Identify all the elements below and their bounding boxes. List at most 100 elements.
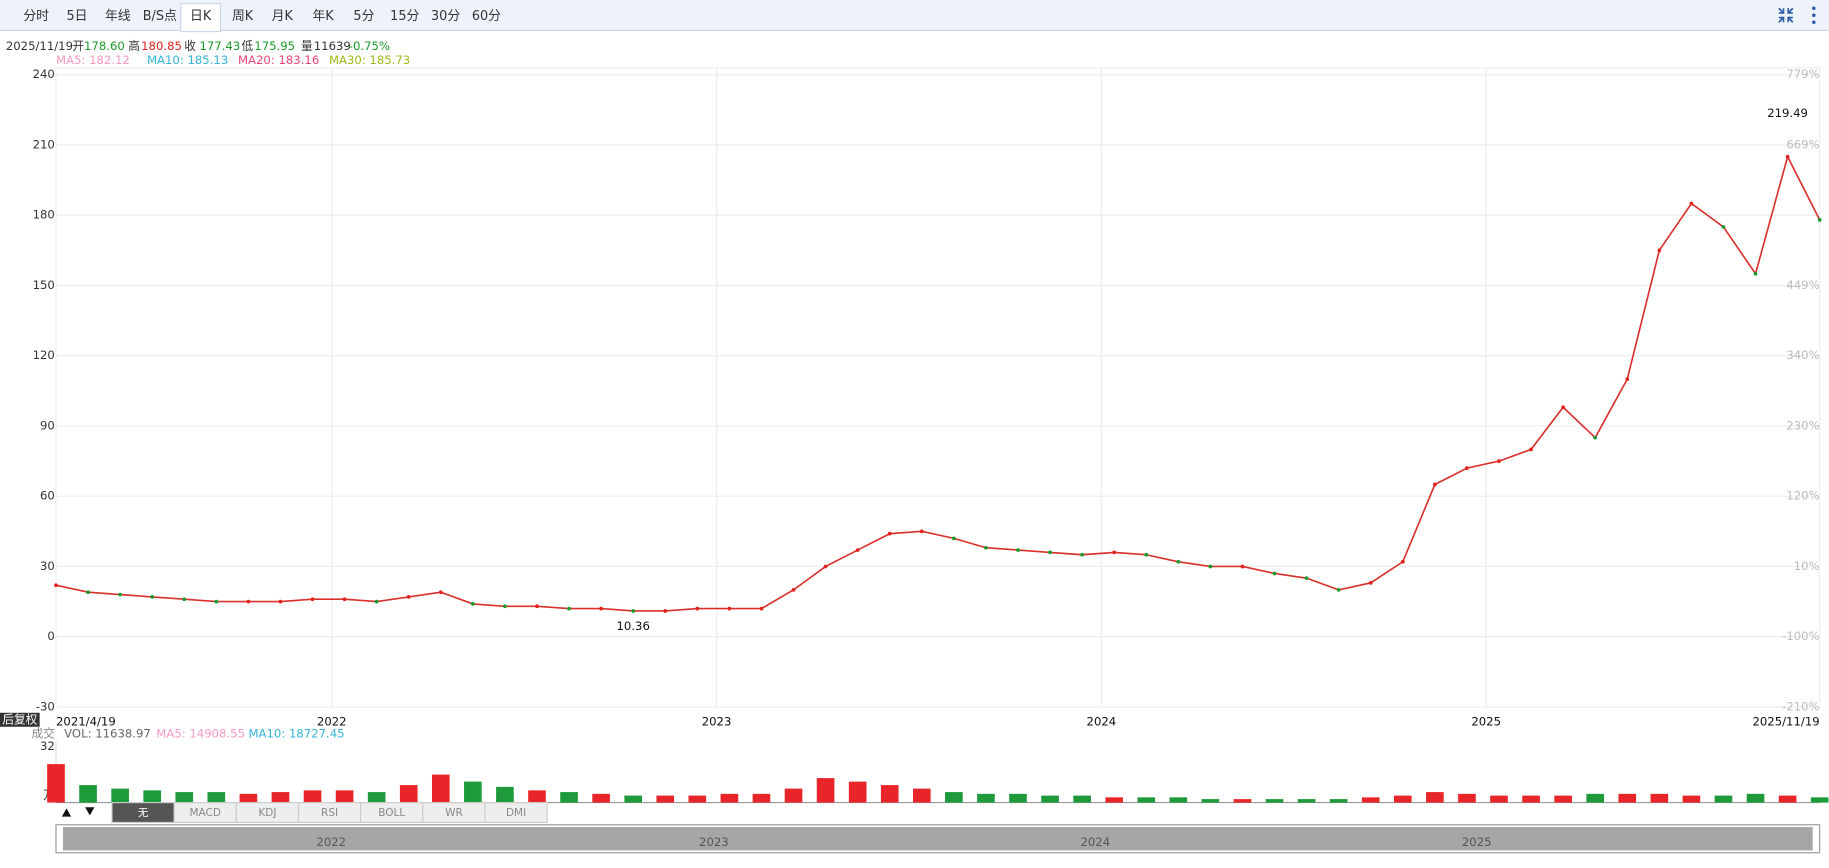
info-label: 量 <box>301 39 313 53</box>
price-point <box>695 606 700 611</box>
volume-text: VOL: 11638.97 <box>64 726 151 740</box>
price-point <box>1721 225 1726 229</box>
y-tick-label: 30 <box>40 559 55 573</box>
info-label: 收 <box>184 39 196 53</box>
indicator-label[interactable]: BOLL <box>378 807 405 819</box>
price-point <box>1304 576 1309 581</box>
price-point <box>599 606 603 611</box>
indicator-label[interactable]: DMI <box>506 807 526 819</box>
y-tick-label: 0 <box>47 629 54 643</box>
tab[interactable]: 分时 <box>23 9 49 24</box>
plot-frame <box>55 67 1821 708</box>
volume-bar <box>912 788 931 803</box>
tab[interactable]: 5日 <box>66 9 87 24</box>
ma-label: MA30: 185.73 <box>329 53 410 67</box>
tab[interactable]: 5分 <box>353 9 374 24</box>
indicator-label[interactable]: KDJ <box>258 807 276 819</box>
volume-bar <box>464 781 482 803</box>
volume-bar <box>1650 793 1669 803</box>
price-point <box>919 529 924 534</box>
price-point <box>631 609 636 613</box>
info-open: 178.60 <box>84 39 125 53</box>
volume-bar <box>207 792 226 803</box>
y-tick-label: 60 <box>40 489 55 503</box>
y2-tick-label: 230% <box>1786 418 1819 432</box>
y-tick-label: 240 <box>33 67 55 81</box>
volume-bar <box>560 792 578 803</box>
tab[interactable]: 60分 <box>472 9 501 24</box>
y2-tick-label: 779% <box>1786 67 1819 81</box>
indicator-label[interactable]: 无 <box>138 807 149 819</box>
indicator-label[interactable]: RSI <box>321 807 338 819</box>
volume-bar <box>47 764 65 803</box>
y-tick-label: 150 <box>33 278 55 292</box>
navigator-label: 2024 <box>1080 835 1110 849</box>
navigator-window[interactable] <box>62 827 1813 851</box>
tab[interactable]: 周K <box>232 9 254 24</box>
volume-bar <box>1522 795 1540 803</box>
adjust-label[interactable]: 后复权 <box>2 712 37 726</box>
volume-bar <box>592 793 610 803</box>
price-point <box>310 597 315 602</box>
volume-bar <box>1361 797 1380 803</box>
y2-tick-label: 120% <box>1786 489 1819 503</box>
y2-tick-label: 340% <box>1786 348 1819 362</box>
price-point <box>1497 459 1501 463</box>
volume-bar <box>143 790 162 803</box>
annotation: 10.36 <box>617 619 650 633</box>
annotation: 219.49 <box>1767 106 1808 120</box>
price-point <box>1817 218 1822 222</box>
tab-active[interactable] <box>180 2 222 33</box>
price-point <box>1689 201 1694 206</box>
price-point <box>1016 548 1020 552</box>
info-low: 175.95 <box>254 39 295 53</box>
price-point <box>567 606 571 611</box>
price-point <box>1208 564 1213 569</box>
indicator-label[interactable]: MACD <box>190 807 221 819</box>
price-point <box>1080 552 1084 557</box>
price-point <box>1176 559 1181 564</box>
volume-bar <box>1682 795 1701 803</box>
volume-bar <box>1169 797 1188 803</box>
price-point <box>855 548 860 552</box>
price-point <box>150 595 155 599</box>
volume-bar <box>880 785 899 803</box>
price-point <box>1465 466 1469 470</box>
volume-bar <box>111 788 129 803</box>
price-point <box>951 536 956 541</box>
tab[interactable]: 30分 <box>431 9 460 24</box>
y2-tick-label: 669% <box>1786 137 1819 151</box>
volume-bar <box>1810 797 1829 803</box>
volume-bar <box>945 792 963 803</box>
volume-arrows[interactable] <box>61 807 95 817</box>
indicator-tab[interactable] <box>484 802 548 824</box>
tab[interactable]: 月K <box>272 9 294 24</box>
price-point <box>1272 571 1277 576</box>
info-close: 177.43 <box>199 39 240 53</box>
price-point <box>342 597 347 602</box>
x-tick-label: 2025/11/19 <box>1752 715 1819 729</box>
tab[interactable]: 15分 <box>390 9 419 24</box>
price-point <box>887 531 892 536</box>
tab[interactable]: 年线 <box>105 9 131 24</box>
y2-tick-label: -210% <box>1782 699 1820 713</box>
volume-bar <box>271 792 290 803</box>
adjust-badge[interactable] <box>0 712 40 727</box>
volume-bar <box>752 793 771 803</box>
volume-bar <box>1073 795 1091 803</box>
price-point <box>86 590 90 595</box>
toolbar-icons[interactable] <box>1778 6 1816 24</box>
volume-bar <box>528 790 546 803</box>
price-point <box>1753 271 1758 276</box>
tab[interactable]: 年K <box>312 9 334 24</box>
price-point <box>823 564 828 569</box>
price-point <box>214 599 219 604</box>
volume-bar <box>688 795 707 803</box>
tab[interactable]: B/S点 <box>143 9 177 24</box>
indicator-label[interactable]: WR <box>445 807 463 819</box>
tab[interactable]: 日K <box>190 9 212 24</box>
volume-bar <box>816 778 835 803</box>
volume-bar <box>1297 799 1316 803</box>
navigator-label: 2023 <box>699 835 729 849</box>
